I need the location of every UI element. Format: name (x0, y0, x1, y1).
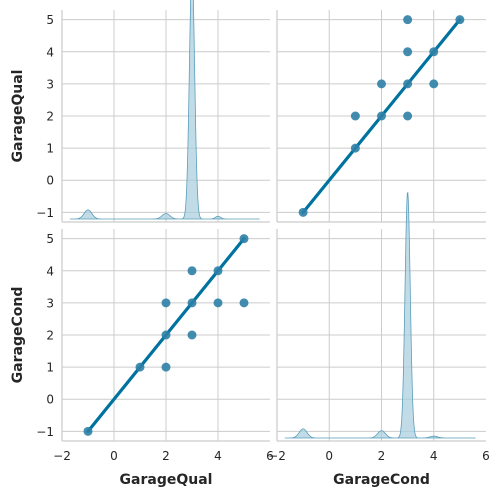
y-tick-label: 3 (46, 77, 54, 91)
y-tick-label: 2 (46, 329, 54, 343)
x-tick-label: 4 (214, 449, 222, 463)
data-point (429, 79, 439, 89)
x-tick-label: −2 (53, 449, 71, 463)
y-tick-label: −1 (36, 206, 54, 220)
x-axis-label-GarageCond: GarageCond (333, 472, 430, 488)
y-axis-label-GarageQual: GarageQual (10, 70, 26, 163)
y-tick-label: 0 (46, 174, 54, 188)
panel-0-0 (61, 0, 270, 223)
data-point (350, 111, 360, 121)
x-tick-label: 6 (482, 449, 490, 463)
data-point (187, 330, 197, 340)
y-tick-label: 1 (46, 142, 54, 156)
panel-0-1 (276, 10, 486, 223)
data-point (187, 298, 197, 308)
data-point (213, 298, 223, 308)
data-point (239, 234, 249, 244)
panel-1-1 (276, 192, 486, 442)
kde-area-GarageQual (69, 0, 260, 220)
x-tick-label: 6 (266, 449, 274, 463)
y-tick-label: 4 (46, 264, 54, 278)
panel-1-0 (61, 229, 270, 442)
kde-area-GarageCond (284, 192, 476, 439)
data-point (377, 79, 386, 89)
y-tick-label: 4 (46, 45, 54, 59)
data-point (298, 207, 308, 217)
data-point (83, 426, 93, 436)
x-axis-label-GarageQual: GarageQual (120, 472, 213, 488)
data-point (161, 330, 171, 340)
y-tick-label: 5 (46, 13, 54, 27)
data-point (213, 266, 223, 276)
data-point (135, 362, 145, 372)
x-tick-label: 2 (162, 449, 170, 463)
data-point (187, 266, 197, 276)
y-axis-label-GarageCond: GarageCond (10, 287, 26, 384)
data-point (239, 298, 249, 308)
y-tick-label: −1 (36, 425, 54, 439)
data-point (161, 298, 171, 308)
x-tick-label: −2 (268, 449, 286, 463)
y-tick-label: 0 (46, 393, 54, 407)
x-tick-label: 2 (378, 449, 386, 463)
data-point (350, 143, 360, 153)
data-point (403, 111, 413, 121)
y-tick-label: 1 (46, 361, 54, 375)
y-tick-label: 5 (46, 232, 54, 246)
x-tick-label: 0 (325, 449, 333, 463)
y-tick-label: 2 (46, 110, 54, 124)
x-tick-label: 4 (430, 449, 438, 463)
x-tick-label: 0 (110, 449, 118, 463)
data-point (161, 362, 171, 372)
data-point (403, 15, 413, 25)
data-point (429, 47, 439, 57)
data-point (455, 15, 465, 25)
data-point (403, 79, 413, 89)
data-point (377, 111, 386, 121)
data-point (403, 47, 413, 57)
y-tick-label: 3 (46, 296, 54, 310)
